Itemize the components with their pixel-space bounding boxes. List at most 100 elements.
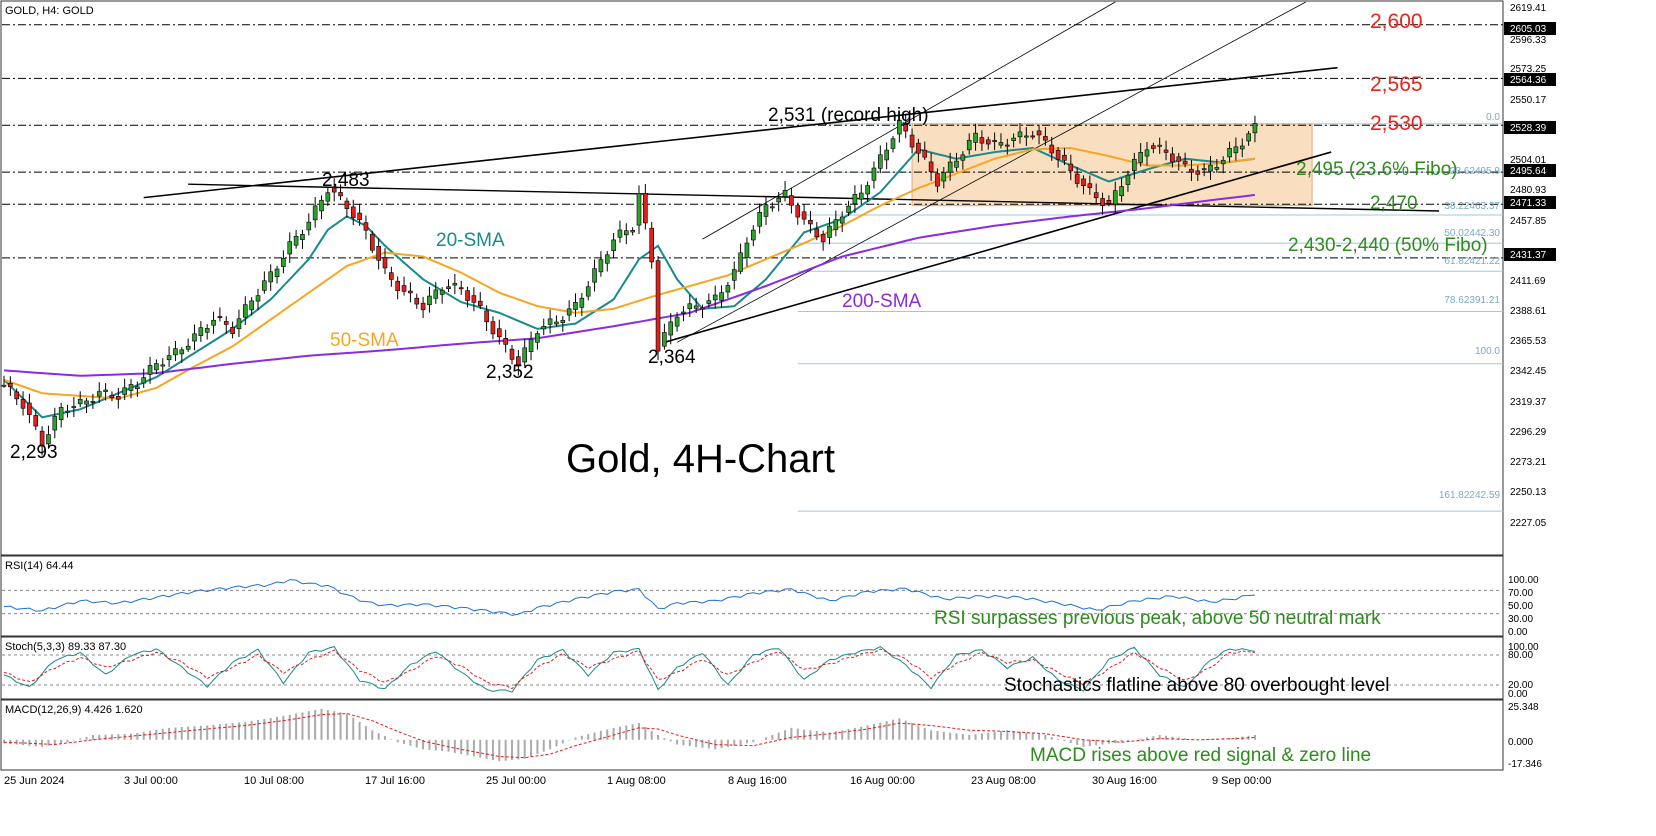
candle-body xyxy=(344,200,350,209)
candle-body xyxy=(1081,178,1086,186)
candle-body xyxy=(1106,200,1112,204)
fib-label-38: 38.22463.37 xyxy=(1444,201,1500,212)
time-tick: 3 Jul 00:00 xyxy=(124,775,178,787)
candle-body xyxy=(668,321,674,336)
candle-body xyxy=(52,416,58,431)
candle-body xyxy=(795,205,801,218)
rsi-tick: 50.00 xyxy=(1508,601,1533,612)
candle-body xyxy=(700,307,705,310)
candle-body xyxy=(1246,133,1251,142)
candle-body xyxy=(1220,159,1226,165)
candle-body xyxy=(655,260,661,352)
candle-body xyxy=(122,387,127,395)
sma20-label: 20-SMA xyxy=(436,230,505,251)
time-tick: 1 Aug 08:00 xyxy=(607,775,666,787)
annotation-record-high: 2,531 (record high) xyxy=(768,105,929,126)
sma-line xyxy=(3,146,1256,419)
time-axis: 25 Jun 2024 3 Jul 00:00 10 Jul 08:00 17 … xyxy=(4,775,1271,787)
level-label-2435: 2,430-2,440 (50% Fibo) xyxy=(1288,235,1488,256)
candle-body xyxy=(617,229,623,238)
fib-label-61: 61.82421.22 xyxy=(1444,256,1500,267)
candle-body xyxy=(160,364,166,367)
candle-body xyxy=(604,254,610,264)
candle-body xyxy=(243,304,248,318)
candle-body xyxy=(116,396,121,400)
stoch-annotation: Stochastics flatline above 80 overbought… xyxy=(1004,675,1390,696)
candle-body xyxy=(1100,198,1105,206)
stoch-d-line xyxy=(3,648,1255,690)
candle-body xyxy=(433,289,439,299)
candle-body xyxy=(268,271,274,283)
candle-body xyxy=(20,399,26,409)
fib-label-23: 23.62495.9 xyxy=(1450,166,1500,177)
candle-body xyxy=(1055,150,1061,160)
candle-body xyxy=(96,391,102,397)
candle-body xyxy=(319,199,324,212)
candle-body xyxy=(465,290,470,301)
candle-body xyxy=(128,384,134,391)
price-tick: 2596.33 xyxy=(1510,35,1547,46)
candle-body xyxy=(1157,144,1162,147)
price-tick: 2296.29 xyxy=(1510,427,1547,438)
level-label-2495: 2,495 (23.6% Fibo) xyxy=(1296,159,1458,180)
candle-body xyxy=(541,325,547,330)
candle-body xyxy=(1,384,7,387)
candle-body xyxy=(496,328,502,338)
macd-tick: -17.346 xyxy=(1508,759,1542,770)
candle-body xyxy=(909,134,915,148)
macd-tick: 25.348 xyxy=(1508,702,1539,713)
price-tick: 2480.93 xyxy=(1510,185,1547,196)
candle-body xyxy=(192,333,197,342)
candle-body xyxy=(509,348,515,360)
annotation-low-2293: 2,293 xyxy=(10,442,58,463)
price-tick: 2342.45 xyxy=(1510,366,1547,377)
price-axis: 2619.41 2596.33 2573.25 2550.17 2504.01 … xyxy=(1510,3,1547,529)
candle-body xyxy=(65,410,70,413)
candle-body xyxy=(877,154,883,169)
candle-body xyxy=(611,239,616,251)
price-tick: 2550.17 xyxy=(1510,95,1547,106)
candle-body xyxy=(1239,145,1245,150)
candle-body xyxy=(414,297,420,305)
macd-label: MACD(12,26,9) 4.426 1.620 xyxy=(5,704,143,716)
candle-body xyxy=(1074,173,1080,184)
candle-body xyxy=(331,187,337,193)
price-highlight: 2564.36 xyxy=(1510,75,1547,86)
candle-body xyxy=(369,233,375,251)
candle-body xyxy=(681,311,686,314)
time-tick: 16 Aug 00:00 xyxy=(850,775,915,787)
time-tick: 25 Jun 2024 xyxy=(4,775,65,787)
rsi-tick: 0.00 xyxy=(1508,627,1528,638)
candle-body xyxy=(528,338,534,352)
candle-body xyxy=(46,434,51,445)
rsi-panel xyxy=(0,555,1504,637)
candle-body xyxy=(801,211,807,220)
time-tick: 25 Jul 00:00 xyxy=(486,775,546,787)
candle-body xyxy=(90,401,96,403)
candle-body xyxy=(839,216,845,224)
candle-body xyxy=(14,391,19,400)
candle-body xyxy=(744,242,750,258)
candle-body xyxy=(230,326,235,334)
candle-body xyxy=(1093,192,1099,199)
time-tick: 30 Aug 16:00 xyxy=(1092,775,1157,787)
candle-body xyxy=(1112,190,1118,205)
fib-label-161: 161.82242.59 xyxy=(1439,490,1501,501)
candle-body xyxy=(27,402,32,415)
candle-body xyxy=(706,300,712,304)
candle-body xyxy=(960,154,966,161)
candle-body xyxy=(1024,135,1029,138)
fib-label-50: 50.02442.30 xyxy=(1444,228,1500,239)
candle-body xyxy=(776,197,782,203)
candle-body xyxy=(636,193,642,226)
candle-body xyxy=(579,297,585,308)
annotation-low-2352: 2,352 xyxy=(486,362,534,383)
candle-body xyxy=(217,316,223,318)
price-highlight: 2431.37 xyxy=(1510,250,1547,261)
candle-body xyxy=(884,149,889,161)
candle-body xyxy=(623,230,629,236)
candle-body xyxy=(198,327,204,337)
candle-body xyxy=(941,172,947,182)
rsi-tick: 100.00 xyxy=(1508,575,1539,586)
